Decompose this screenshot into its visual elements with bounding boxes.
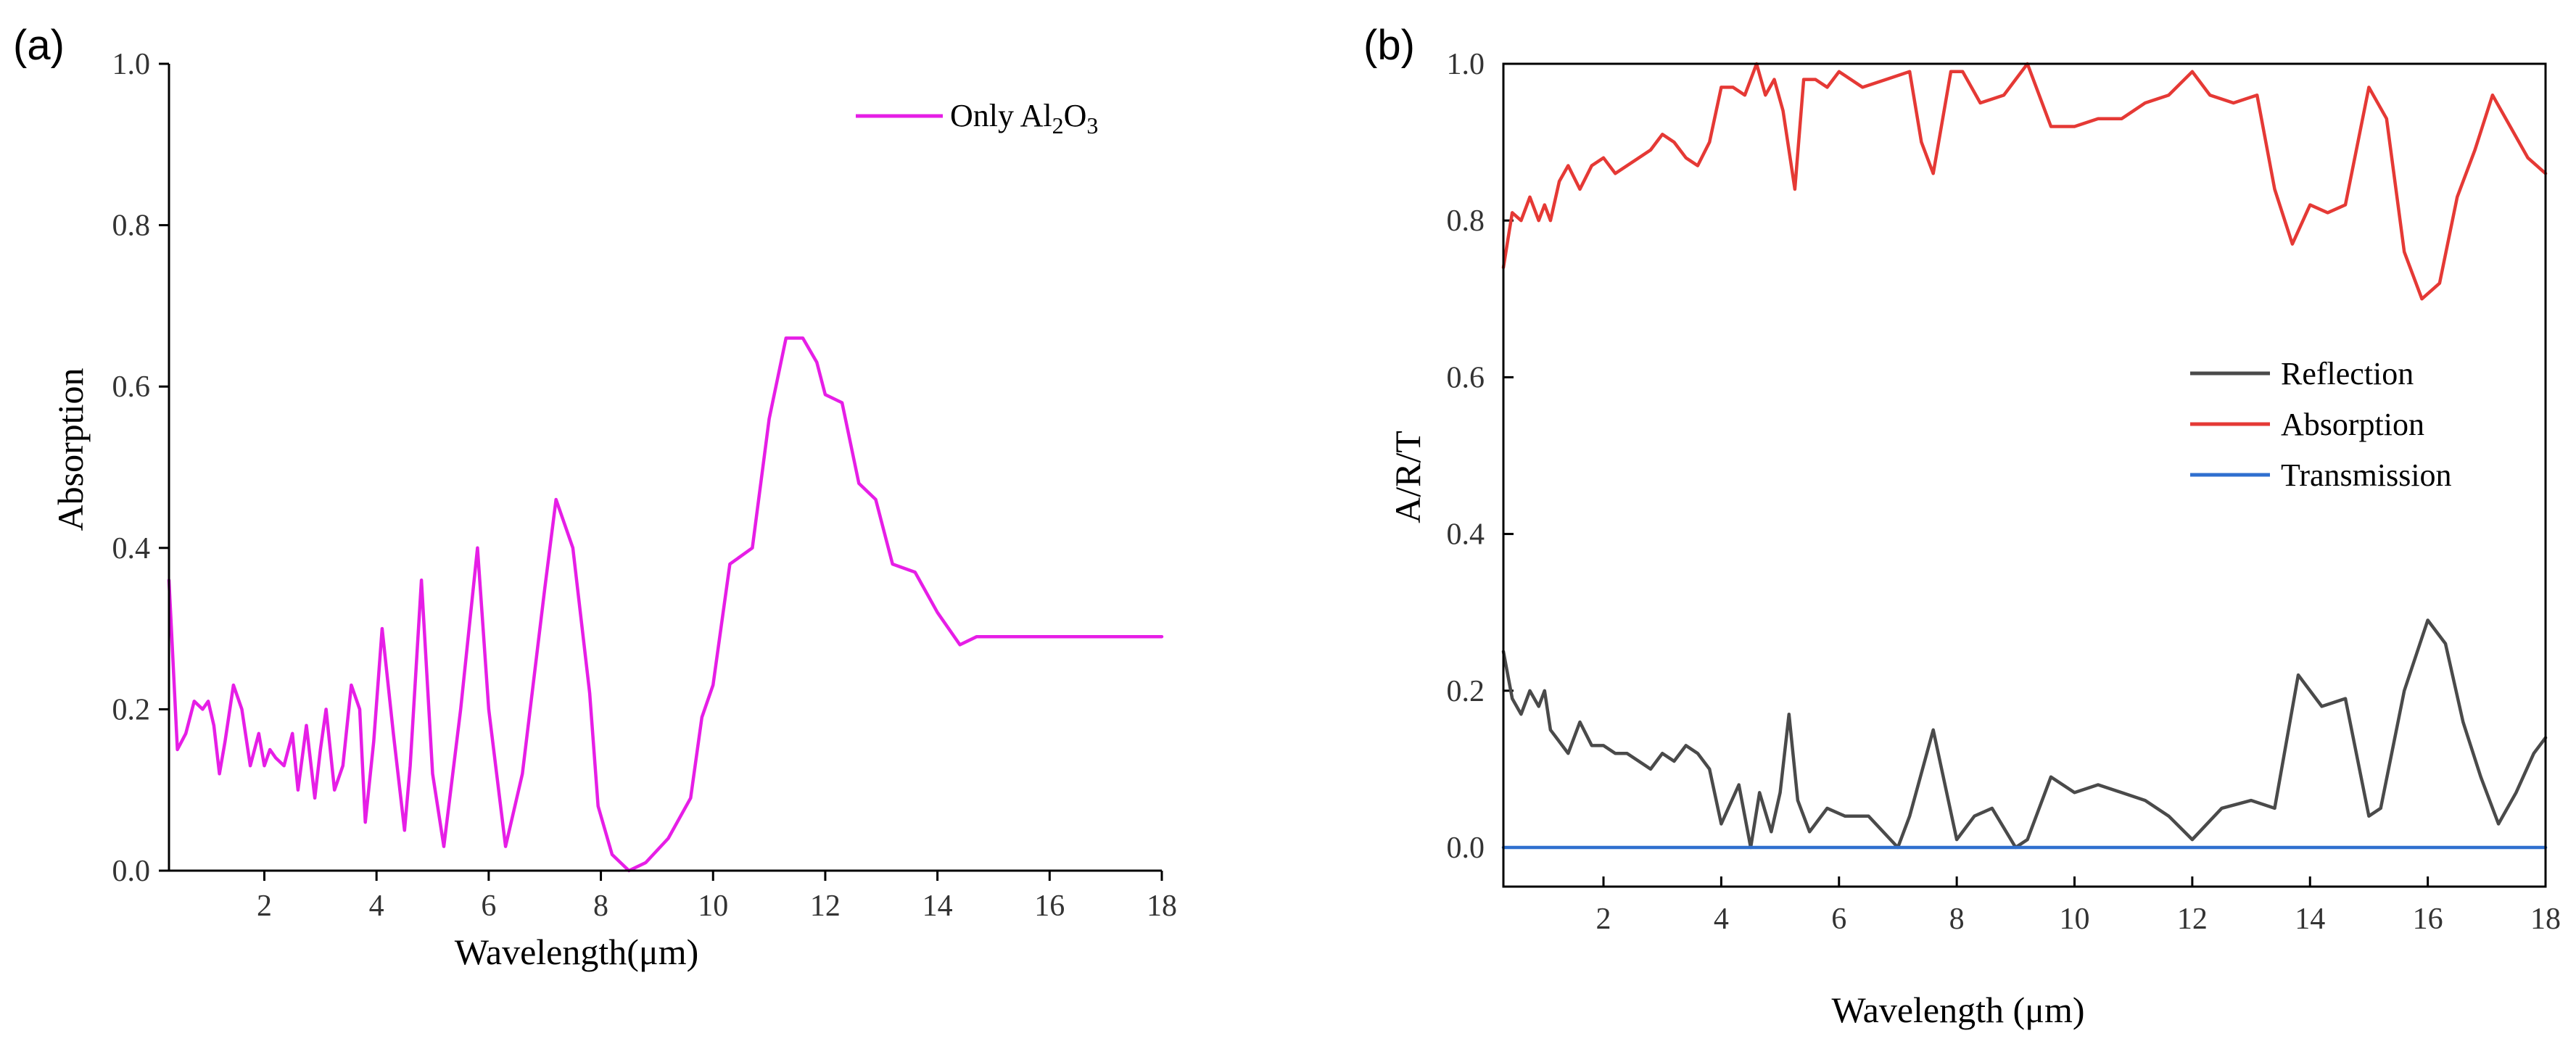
panel-a-legend: Only Al2O3 [856, 98, 1098, 138]
legend-label-absorption: Absorption [2281, 407, 2424, 442]
panel-a-ylabel: Absorption [50, 368, 91, 531]
panel-a-ticks: 2 4 6 8 10 12 14 16 18 0.0 0.2 0.4 0.6 0.8 1.0 [112, 48, 1178, 923]
panel-b-frame [1502, 62, 2547, 888]
panel-b-xtick-label: 12 [2177, 903, 2208, 936]
panel-b-ticks: 2 4 6 8 10 12 14 16 18 0.0 0.2 0.4 0.6 0.8 1.0 [1447, 48, 2561, 936]
panel-a-series-only-al [167, 336, 1164, 873]
panel-a-ytick-label: 0.6 [112, 370, 151, 404]
legend-label-only-al2o3: Only Al2O3 [950, 98, 1098, 138]
panel-b-legend: Reflection Absorption Transmission [2190, 356, 2452, 493]
panel-a-ytick-label: 0.0 [112, 855, 151, 888]
legend-label-transmission: Transmission [2281, 457, 2452, 493]
panel-a-xtick-label: 12 [810, 890, 841, 923]
panel-b-xlabel: Wavelength (μm) [1831, 990, 2084, 1030]
panel-b-label: (b) [1363, 22, 1415, 69]
panel-a-ytick-label: 0.8 [112, 210, 151, 243]
panel-b-xtick-label: 18 [2530, 903, 2561, 936]
panel-a-xlabel: Wavelength(μm) [455, 932, 699, 972]
panel-a-label: (a) [13, 22, 65, 69]
panel-b-ytick-label: 0.2 [1447, 675, 1485, 708]
panel-b-series [1501, 62, 2548, 850]
panel-b-xtick-label: 10 [2060, 903, 2090, 936]
panel-b-xtick-label: 4 [1714, 903, 1729, 936]
panel-a-ytick-label: 0.4 [112, 532, 151, 565]
panel-b-ytick-label: 0.0 [1447, 832, 1485, 865]
panel-a-chart: (a) Absorption Wavelength(μm) 2 4 6 8 10 12 14… [13, 22, 1177, 972]
panel-a-xtick-label: 8 [593, 890, 608, 923]
panel-a-xtick-label: 6 [481, 890, 496, 923]
panel-b-ytick-label: 0.6 [1447, 361, 1485, 394]
legend-label-reflection: Reflection [2281, 356, 2414, 391]
panel-a-xtick-label: 18 [1147, 890, 1177, 923]
panel-b-xtick-label: 16 [2413, 903, 2443, 936]
panel-b-series-reflection [1501, 618, 2548, 850]
panel-b-ytick-label: 0.4 [1447, 518, 1485, 552]
panel-a-xtick-label: 16 [1034, 890, 1065, 923]
panel-b-xtick-label: 14 [2295, 903, 2325, 936]
panel-a-xtick-label: 10 [698, 890, 728, 923]
panel-b-ytick-label: 1.0 [1447, 48, 1485, 81]
panel-b-xtick-label: 8 [1949, 903, 1965, 936]
panel-b-ytick-label: 0.8 [1447, 204, 1485, 238]
panel-a-series [167, 336, 1164, 873]
panel-b-xtick-label: 6 [1831, 903, 1846, 936]
panel-b-series-absorption [1501, 62, 2548, 301]
panel-a-ytick-label: 0.2 [112, 693, 151, 726]
panel-a-ytick-label: 1.0 [112, 48, 151, 81]
panel-a-xtick-label: 14 [922, 890, 953, 923]
panel-b-ylabel: A/R/T [1387, 431, 1428, 523]
panel-b-chart: (b) A/R/T Wavelength (μm) 2 4 6 8 10 12 14 16 18… [1363, 22, 2561, 1030]
panel-b-xtick-label: 2 [1596, 903, 1611, 936]
panel-a-xtick-label: 2 [257, 890, 272, 923]
panel-a-xtick-label: 4 [369, 890, 384, 923]
